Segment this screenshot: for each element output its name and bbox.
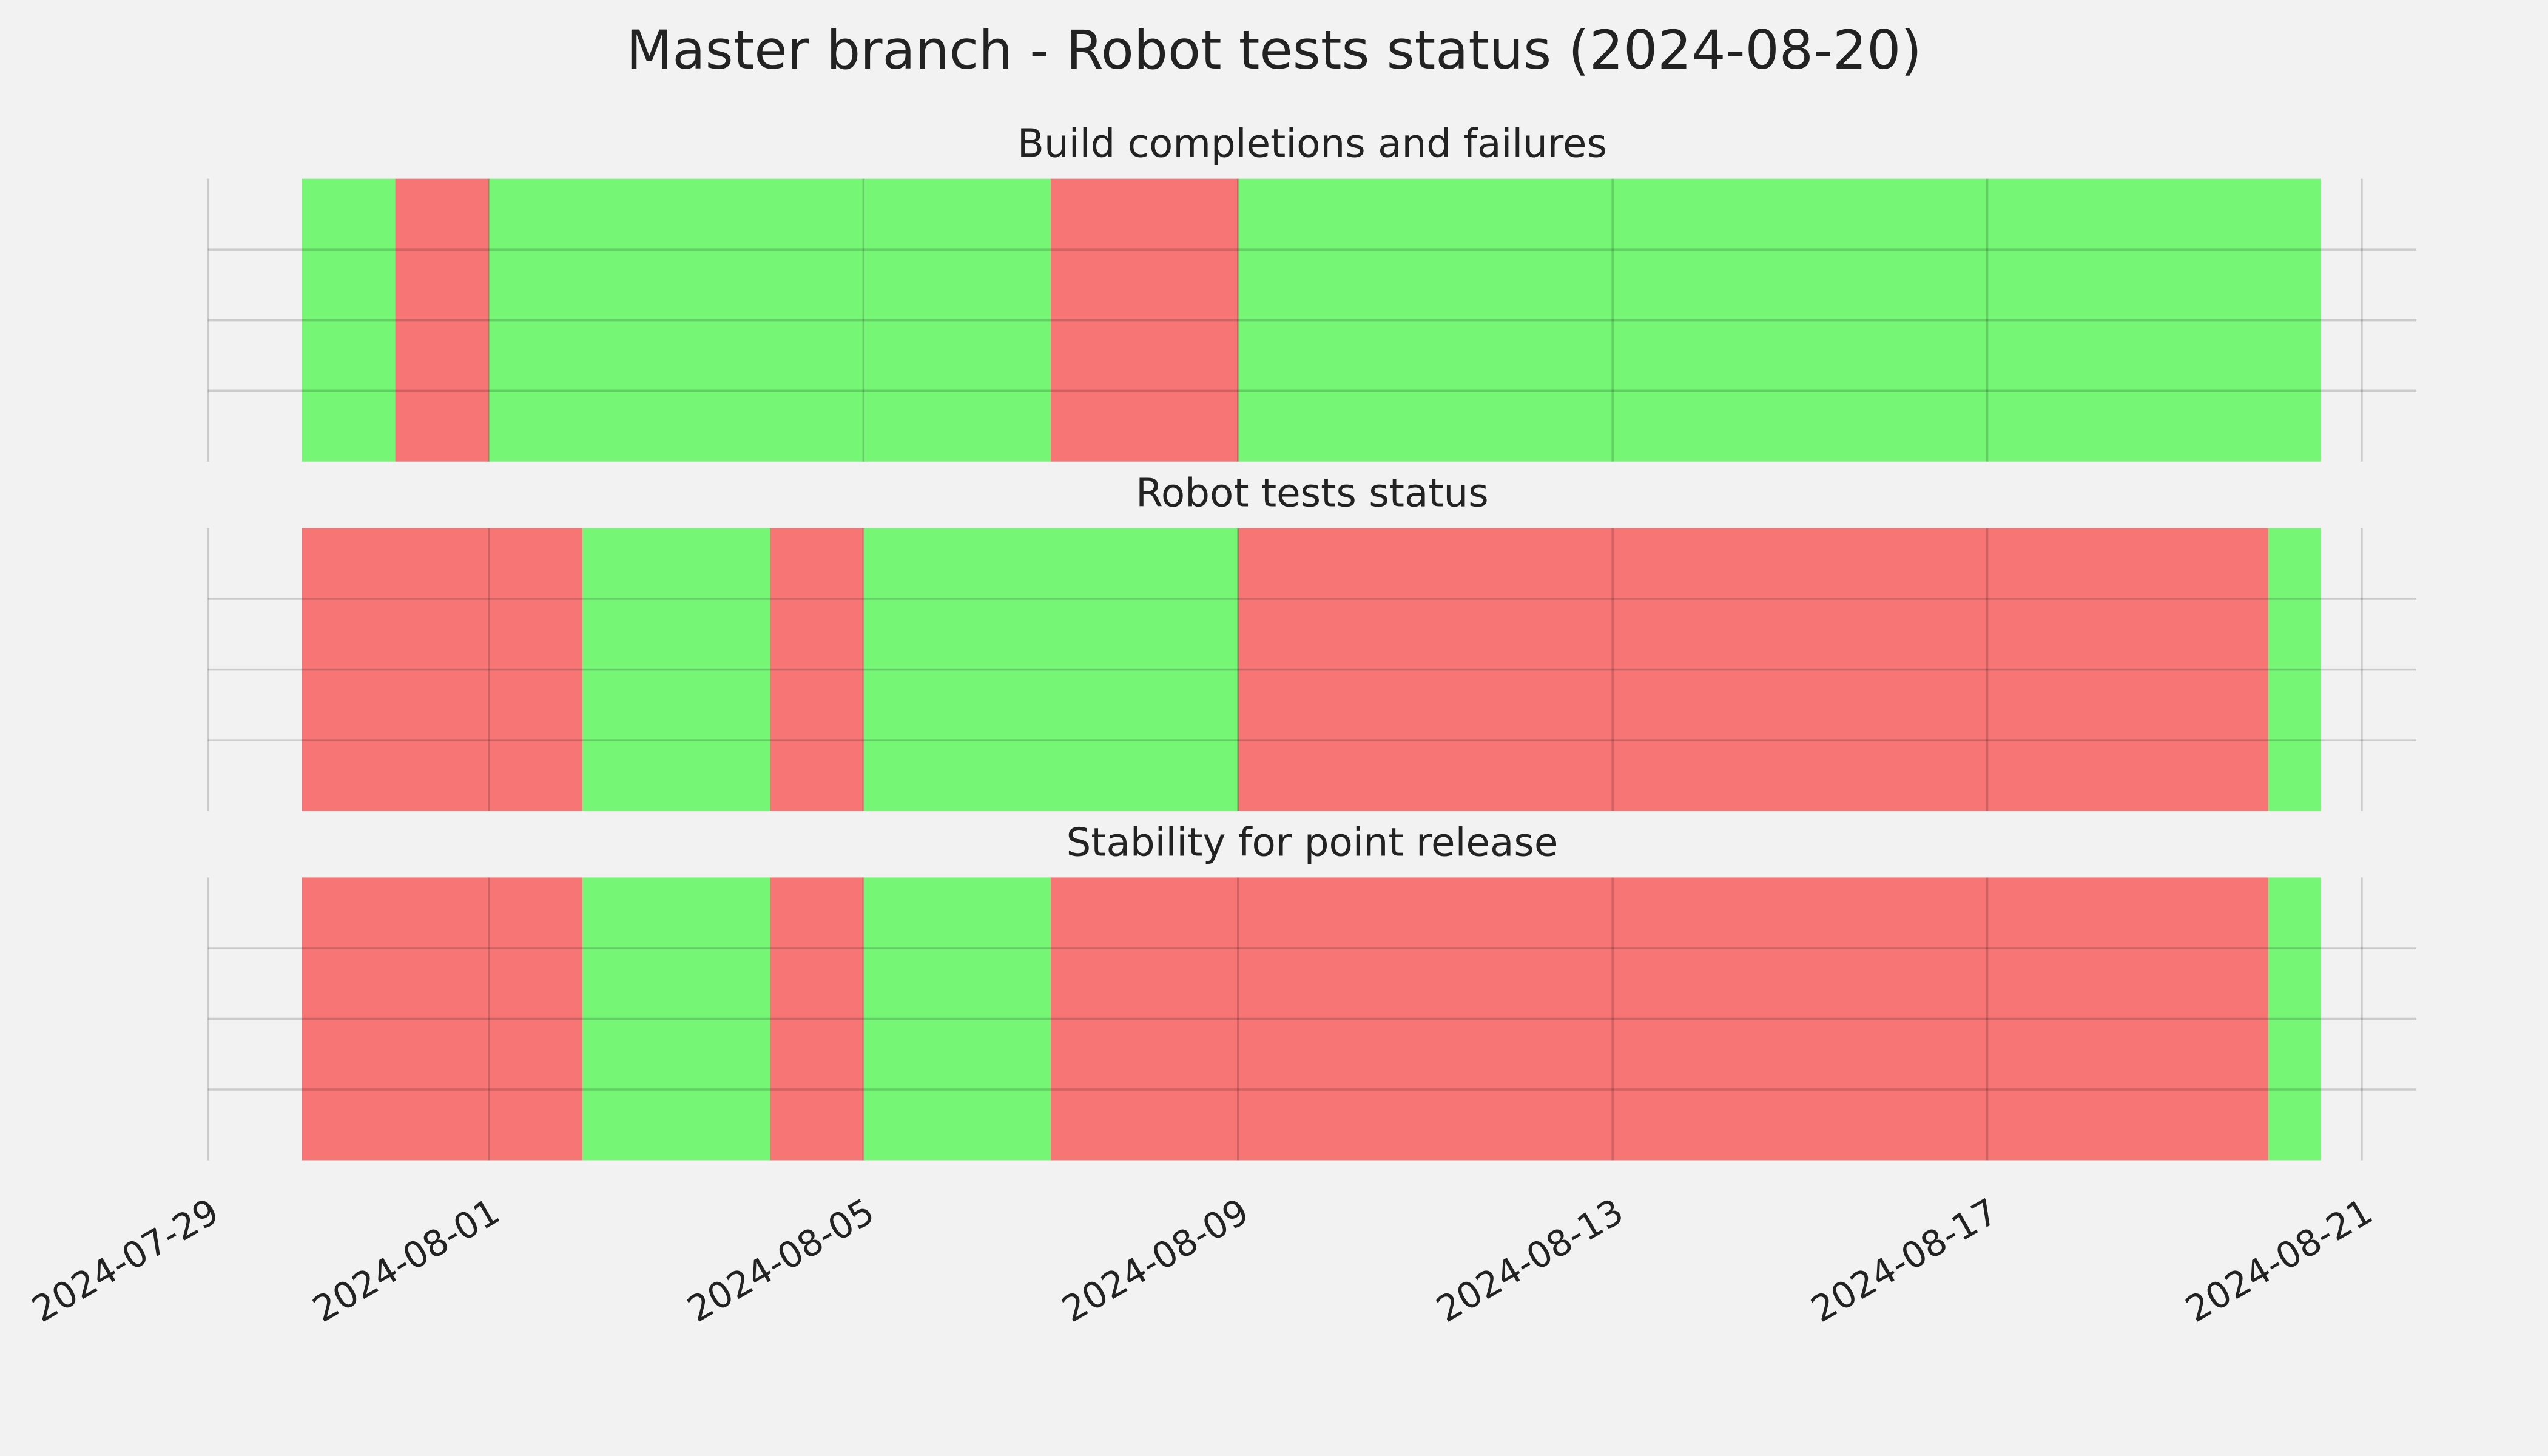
status-span xyxy=(488,178,1051,462)
status-span xyxy=(1051,877,2268,1161)
status-span xyxy=(302,877,583,1161)
status-span xyxy=(863,528,1238,811)
panel-title: Robot tests status xyxy=(1136,471,1489,516)
status-span xyxy=(1051,178,1238,462)
status-span xyxy=(302,528,583,811)
status-span xyxy=(2268,877,2321,1161)
status-span xyxy=(582,877,770,1161)
status-span xyxy=(769,528,864,811)
status-span xyxy=(395,178,489,462)
status-span xyxy=(2268,528,2321,811)
status-span xyxy=(863,877,1051,1161)
panel-title: Build completions and failures xyxy=(1017,121,1607,167)
panel-title: Stability for point release xyxy=(1067,820,1559,865)
status-span xyxy=(302,178,396,462)
status-span xyxy=(1238,178,2321,462)
status-span xyxy=(769,877,864,1161)
status-span xyxy=(582,528,770,811)
status-span xyxy=(1238,528,2268,811)
figure-title: Master branch - Robot tests status (2024… xyxy=(626,19,1922,81)
